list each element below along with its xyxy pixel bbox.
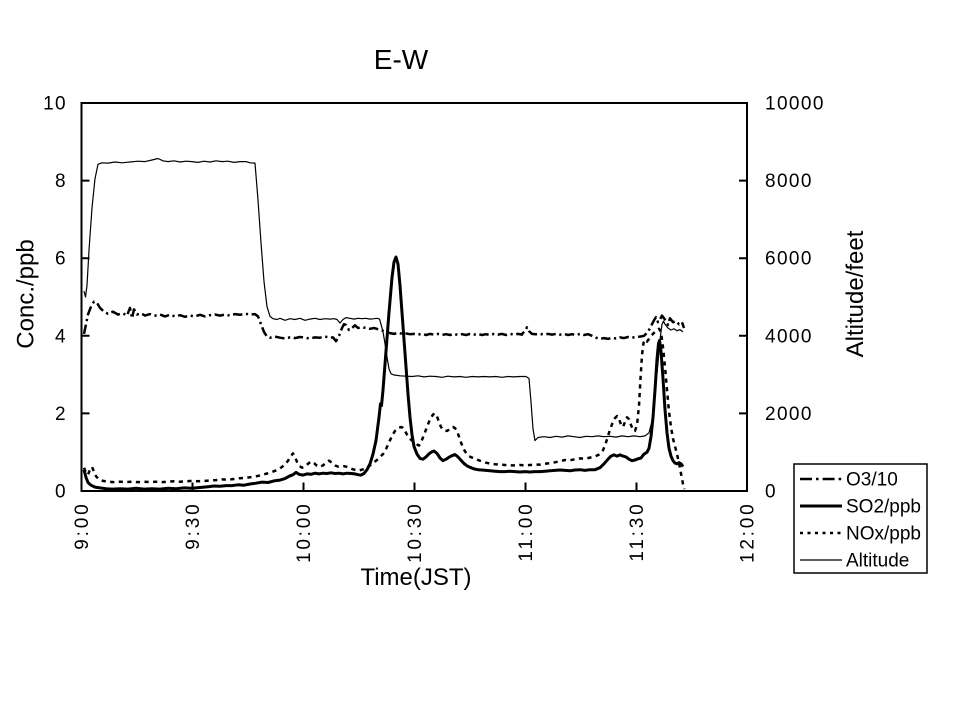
svg-text:8000: 8000 bbox=[765, 171, 813, 192]
svg-text:10:00: 10:00 bbox=[294, 502, 315, 564]
svg-text:12:00: 12:00 bbox=[738, 502, 759, 564]
svg-text:O3/10: O3/10 bbox=[846, 470, 898, 491]
svg-text:4000: 4000 bbox=[765, 326, 813, 347]
svg-text:4: 4 bbox=[55, 326, 67, 347]
svg-text:10000: 10000 bbox=[765, 94, 825, 115]
svg-text:10:30: 10:30 bbox=[405, 502, 426, 564]
svg-text:Conc./ppb: Conc./ppb bbox=[13, 239, 40, 348]
svg-text:6: 6 bbox=[55, 249, 67, 270]
svg-text:Altitude/feet: Altitude/feet bbox=[842, 230, 869, 357]
svg-text:2: 2 bbox=[55, 404, 67, 425]
svg-text:NOx/ppb: NOx/ppb bbox=[846, 524, 921, 545]
svg-text:0: 0 bbox=[765, 482, 777, 503]
svg-text:E-W: E-W bbox=[374, 44, 429, 75]
svg-text:8: 8 bbox=[55, 171, 67, 192]
svg-text:9:00: 9:00 bbox=[72, 502, 93, 550]
svg-text:11:30: 11:30 bbox=[627, 502, 648, 562]
svg-text:SO2/ppb: SO2/ppb bbox=[846, 497, 921, 518]
svg-text:Time(JST): Time(JST) bbox=[360, 564, 471, 591]
svg-text:11:00: 11:00 bbox=[516, 502, 537, 562]
svg-text:10: 10 bbox=[43, 94, 67, 115]
svg-text:9:30: 9:30 bbox=[183, 502, 204, 550]
svg-text:2000: 2000 bbox=[765, 404, 813, 425]
svg-text:6000: 6000 bbox=[765, 249, 813, 270]
svg-text:0: 0 bbox=[55, 482, 67, 503]
svg-text:Altitude: Altitude bbox=[846, 551, 909, 572]
